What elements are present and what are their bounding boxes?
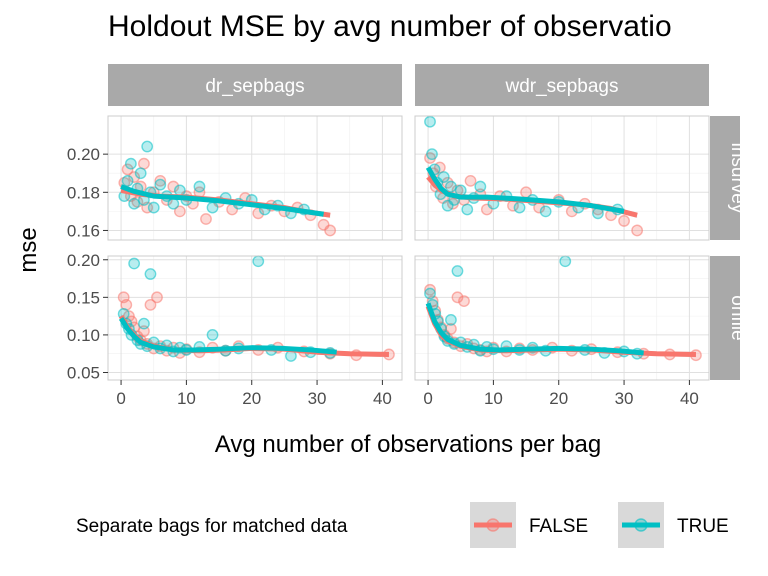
- facet-label-dr_sepbags: dr_sepbags: [205, 76, 304, 97]
- data-point-true: [167, 197, 180, 210]
- data-point-true: [144, 268, 157, 280]
- chart-title: Holdout MSE by avg number of observatio: [108, 10, 672, 43]
- facet-label-onfile: onfile: [727, 295, 748, 340]
- data-point-true: [424, 115, 436, 128]
- data-point-true: [461, 203, 474, 216]
- data-point-true: [451, 265, 464, 277]
- panel-dr_sepbags-insurvey: [108, 116, 402, 240]
- panel-border: [107, 255, 403, 381]
- y-tick-label: 0.05: [67, 363, 100, 382]
- y-tick-label: 0.15: [67, 288, 100, 307]
- x-tick-label: 40: [373, 389, 392, 408]
- data-point-true: [559, 255, 572, 268]
- legend-label-true: TRUE: [677, 516, 729, 537]
- data-point-true: [539, 205, 552, 218]
- x-tick-label: 0: [423, 389, 432, 408]
- data-point-true: [445, 180, 457, 193]
- data-point-true: [128, 257, 141, 270]
- smooth-line-true: [425, 166, 625, 214]
- data-point-false: [138, 157, 150, 170]
- facet-strip-dr_sepbags: [108, 64, 402, 106]
- data-point-true: [124, 157, 137, 170]
- panel-border: [107, 115, 403, 241]
- data-point-false: [121, 163, 134, 176]
- data-point-false: [618, 215, 630, 227]
- legend-title: Separate bags for matched data: [76, 516, 348, 537]
- facet-strip-onfile: [710, 256, 740, 380]
- facet-strip-wdr_sepbags: [415, 64, 709, 106]
- data-point-true: [147, 201, 160, 214]
- data-point-true: [138, 317, 150, 330]
- data-point-false: [631, 224, 644, 237]
- data-point-true: [424, 287, 436, 300]
- data-point-false: [173, 205, 186, 218]
- data-point-true: [154, 178, 167, 191]
- data-point-true: [513, 201, 526, 214]
- y-tick-label: 0.20: [67, 145, 100, 164]
- legend-point-true: [634, 518, 648, 532]
- y-tick-label: 0.10: [67, 326, 100, 345]
- facet-label-wdr_sepbags: wdr_sepbags: [504, 76, 618, 97]
- data-point-false: [167, 180, 180, 193]
- data-point-true: [193, 180, 206, 193]
- data-point-true: [474, 180, 487, 193]
- data-point-true: [206, 201, 219, 214]
- panel-wdr_sepbags-insurvey: [415, 116, 709, 240]
- panel-border: [414, 115, 710, 241]
- data-point-false: [144, 298, 157, 311]
- data-point-false: [252, 207, 265, 220]
- y-axis-title: mse: [15, 227, 42, 272]
- data-point-true: [437, 171, 450, 183]
- data-point-false: [128, 171, 141, 183]
- x-tick-label: 30: [308, 389, 327, 408]
- x-tick-label: 20: [549, 389, 568, 408]
- legend: Separate bags for matched data FALSE TRUE: [76, 502, 729, 548]
- y-tick-label: 0.16: [67, 221, 100, 240]
- data-point-false: [154, 174, 167, 187]
- data-point-false: [458, 295, 470, 307]
- data-point-false: [424, 283, 436, 296]
- data-point-true: [134, 167, 147, 180]
- data-point-true: [252, 255, 265, 268]
- data-point-false: [151, 291, 163, 304]
- data-point-true: [121, 174, 134, 187]
- data-point-true: [128, 197, 141, 210]
- data-point-true: [173, 184, 186, 197]
- facet-label-insurvey: insurvey: [727, 143, 748, 214]
- smooth-line-true: [425, 302, 644, 356]
- data-point-true: [426, 148, 438, 161]
- x-tick-label: 20: [242, 389, 261, 408]
- x-tick-label: 30: [615, 389, 634, 408]
- panel-wdr_sepbags-onfile: [415, 256, 709, 380]
- smooth-line-true: [118, 317, 337, 355]
- y-tick-label: 0.20: [67, 251, 100, 270]
- x-tick-label: 10: [484, 389, 503, 408]
- x-tick-label: 10: [177, 389, 196, 408]
- facet-strip-insurvey: [710, 116, 740, 240]
- x-tick-label: 40: [680, 389, 699, 408]
- panel-border: [414, 255, 710, 381]
- x-tick-label: 0: [116, 389, 125, 408]
- data-point-true: [445, 313, 457, 326]
- smooth-line-true: [120, 184, 324, 217]
- data-point-true: [206, 329, 219, 341]
- data-point-true: [141, 140, 154, 153]
- data-point-false: [200, 213, 212, 225]
- data-point-false: [464, 174, 477, 187]
- legend-point-false: [486, 518, 500, 532]
- y-tick-label: 0.18: [67, 183, 100, 202]
- x-axis-title: Avg number of observations per bag: [215, 431, 601, 458]
- data-point-false: [324, 224, 337, 237]
- data-point-false: [451, 291, 464, 304]
- legend-label-false: FALSE: [529, 516, 588, 537]
